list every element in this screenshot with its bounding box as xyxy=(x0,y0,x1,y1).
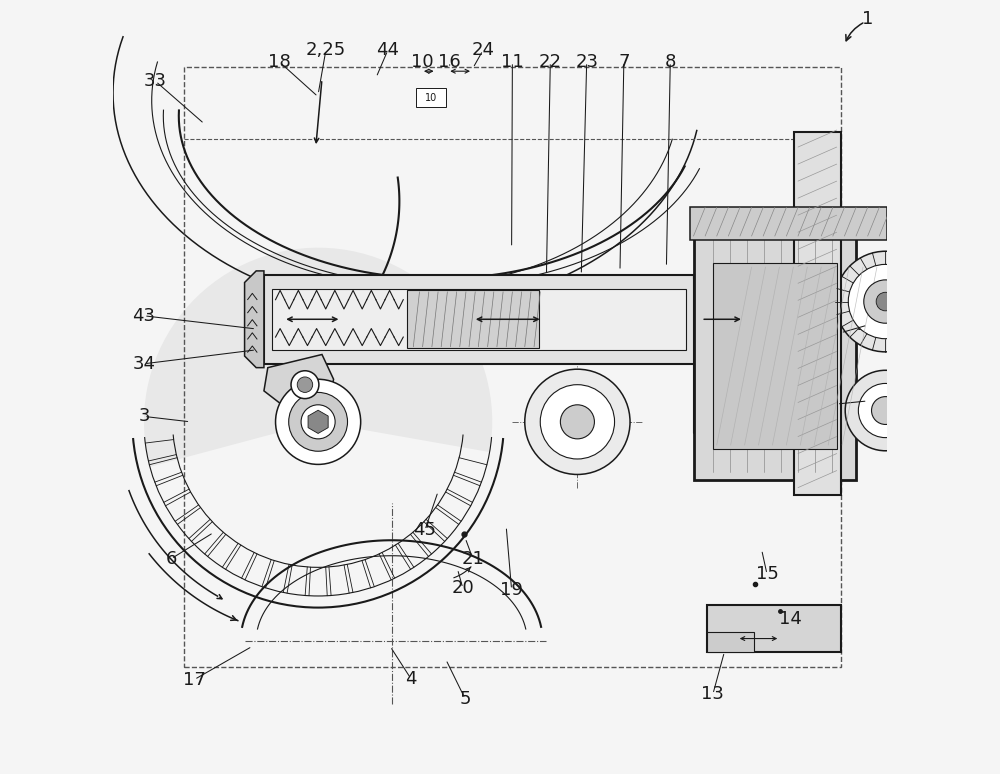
Text: 19: 19 xyxy=(500,580,523,599)
Circle shape xyxy=(848,265,923,339)
Text: 20: 20 xyxy=(451,579,474,598)
Text: 21: 21 xyxy=(461,550,484,568)
Bar xyxy=(707,632,754,652)
Circle shape xyxy=(540,385,615,459)
Text: 14: 14 xyxy=(779,610,802,628)
Circle shape xyxy=(872,396,899,424)
Polygon shape xyxy=(245,271,264,368)
Text: 33: 33 xyxy=(144,72,167,91)
Text: 2,25: 2,25 xyxy=(306,41,346,60)
Circle shape xyxy=(858,383,913,437)
Bar xyxy=(264,275,694,364)
Text: 5: 5 xyxy=(459,690,471,708)
Circle shape xyxy=(835,252,936,352)
Text: 44: 44 xyxy=(376,41,399,60)
Text: 13: 13 xyxy=(701,685,724,704)
Circle shape xyxy=(301,405,335,439)
Bar xyxy=(694,232,856,480)
Bar xyxy=(690,207,887,240)
Text: 8: 8 xyxy=(665,53,676,71)
Bar xyxy=(184,67,841,667)
Text: 34: 34 xyxy=(132,354,155,373)
Text: 4: 4 xyxy=(405,670,417,688)
Text: 7: 7 xyxy=(618,53,630,71)
Text: 16: 16 xyxy=(438,53,461,71)
Circle shape xyxy=(560,405,594,439)
Circle shape xyxy=(845,370,926,450)
Bar xyxy=(713,263,837,449)
Circle shape xyxy=(525,369,630,474)
Text: 23: 23 xyxy=(575,53,598,71)
Text: 18: 18 xyxy=(268,53,291,71)
Text: 22: 22 xyxy=(539,53,562,71)
Wedge shape xyxy=(144,248,492,467)
Text: 3: 3 xyxy=(138,407,150,426)
Bar xyxy=(407,290,539,348)
Text: 17: 17 xyxy=(183,670,206,689)
Text: 1: 1 xyxy=(862,10,873,29)
Polygon shape xyxy=(264,354,334,416)
Circle shape xyxy=(864,280,907,324)
Text: 43: 43 xyxy=(132,307,155,325)
Bar xyxy=(794,132,841,495)
Bar xyxy=(272,289,686,350)
Bar xyxy=(707,605,841,652)
Text: 10: 10 xyxy=(425,93,437,102)
Circle shape xyxy=(297,377,313,392)
Text: 12: 12 xyxy=(856,316,879,334)
Text: 11: 11 xyxy=(501,53,524,71)
Text: 9: 9 xyxy=(862,392,873,410)
Circle shape xyxy=(276,379,361,464)
Circle shape xyxy=(876,293,895,311)
Text: 10: 10 xyxy=(411,53,434,71)
Text: 45: 45 xyxy=(413,521,436,539)
Polygon shape xyxy=(308,410,328,433)
Text: 24: 24 xyxy=(471,41,494,60)
Text: 15: 15 xyxy=(756,565,778,584)
Text: 6: 6 xyxy=(165,550,177,568)
Circle shape xyxy=(291,371,319,399)
Bar xyxy=(416,88,446,107)
Circle shape xyxy=(289,392,348,451)
